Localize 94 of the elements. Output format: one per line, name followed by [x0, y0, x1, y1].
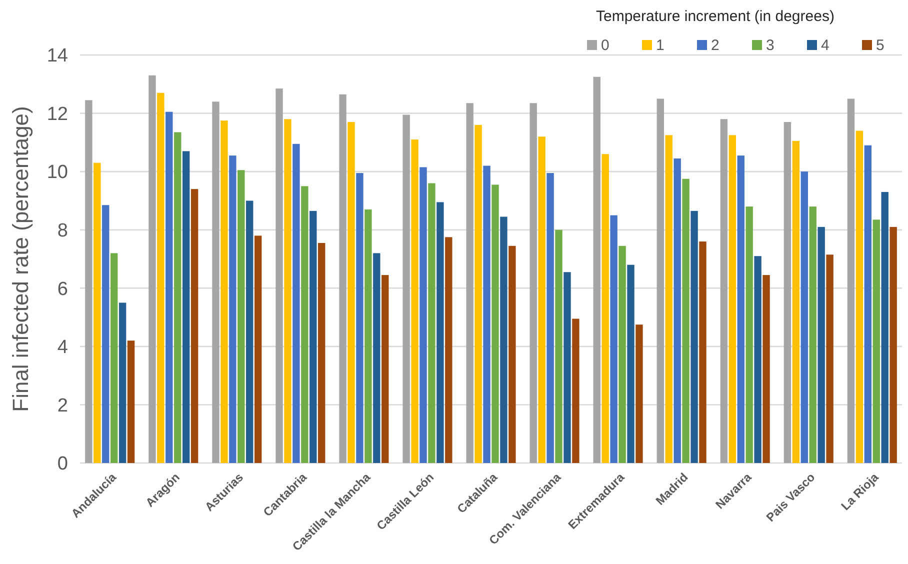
- bar: [402, 114, 410, 463]
- bar: [564, 272, 571, 463]
- bar: [254, 236, 262, 463]
- bar: [310, 210, 317, 463]
- legend-label: 4: [821, 37, 830, 54]
- bar: [127, 340, 135, 463]
- bar: [492, 184, 499, 463]
- bar: [174, 132, 182, 463]
- bar: [818, 226, 825, 463]
- bar: [284, 119, 292, 463]
- bar: [118, 302, 126, 463]
- bar: [382, 275, 389, 463]
- bar: [720, 119, 728, 463]
- bar: [728, 135, 736, 463]
- bar: [420, 167, 427, 463]
- bar: [276, 88, 283, 463]
- y-tick-label: 14: [46, 46, 68, 67]
- bar: [356, 173, 364, 463]
- bar: [809, 206, 816, 463]
- bar: [784, 122, 792, 463]
- bar: [373, 253, 380, 463]
- bar: [737, 156, 744, 463]
- y-tick-label: 2: [57, 395, 68, 416]
- bar: [292, 144, 300, 463]
- y-axis-title: Final infected rate (percentage): [8, 106, 33, 412]
- bar: [618, 246, 626, 463]
- bar: [800, 172, 808, 463]
- bar: [665, 135, 672, 463]
- bar: [674, 158, 681, 463]
- legend-title: Temperature increment (in degrees): [596, 8, 834, 25]
- bar: [538, 136, 546, 463]
- bar: [229, 156, 236, 463]
- bar: [746, 206, 753, 463]
- bar: [864, 145, 872, 463]
- bar: [436, 202, 444, 463]
- bar: [500, 216, 508, 463]
- bar: [530, 103, 537, 463]
- legend-label: 0: [601, 37, 610, 54]
- bar: [890, 226, 897, 463]
- bar: [602, 154, 609, 463]
- y-tick-label: 10: [46, 162, 68, 184]
- bar: [94, 162, 101, 463]
- bar: [483, 166, 490, 463]
- bar: [546, 173, 554, 463]
- bar: [610, 215, 618, 463]
- bar: [301, 186, 308, 463]
- bar: [682, 178, 690, 463]
- bar: [792, 140, 800, 463]
- bar: [690, 210, 698, 463]
- bar: [636, 324, 643, 463]
- bar: [411, 140, 418, 463]
- y-tick-label: 4: [57, 337, 68, 358]
- bar: [466, 103, 474, 463]
- bar: [157, 92, 164, 463]
- bar: [593, 76, 600, 463]
- bar: [656, 98, 664, 463]
- bar: [428, 183, 436, 463]
- bar: [220, 120, 228, 463]
- legend-label: 5: [876, 37, 884, 54]
- y-tick-label: 0: [57, 454, 68, 475]
- bar: [754, 256, 762, 463]
- bar: [364, 209, 372, 463]
- bar: [508, 246, 516, 463]
- bar: [872, 220, 880, 463]
- y-tick-label: 8: [57, 220, 68, 242]
- bar: [238, 170, 245, 463]
- bar: [85, 100, 92, 463]
- bar: [148, 75, 156, 463]
- bar: [445, 237, 452, 463]
- bar: [474, 124, 482, 463]
- legend-label: 2: [711, 37, 720, 54]
- y-tick-label: 12: [46, 104, 68, 125]
- bar: [572, 318, 580, 463]
- y-tick-label: 6: [57, 278, 68, 300]
- bar: [762, 275, 770, 463]
- bar: [166, 112, 173, 463]
- bar: [881, 192, 888, 463]
- bar: [555, 230, 562, 463]
- legend-label: 3: [766, 37, 774, 54]
- bar: [627, 264, 634, 463]
- bar: [856, 130, 864, 463]
- bar: [246, 200, 254, 463]
- legend-label: 1: [656, 37, 664, 54]
- bar: [318, 242, 326, 463]
- bar: [182, 151, 190, 463]
- bar: [826, 254, 834, 463]
- bar: [339, 94, 346, 463]
- bar: [110, 253, 118, 463]
- bar: [190, 189, 198, 463]
- bar: [847, 98, 855, 463]
- bar: [699, 242, 706, 463]
- bar: [348, 122, 355, 463]
- bar: [102, 205, 110, 463]
- bar: [212, 102, 220, 463]
